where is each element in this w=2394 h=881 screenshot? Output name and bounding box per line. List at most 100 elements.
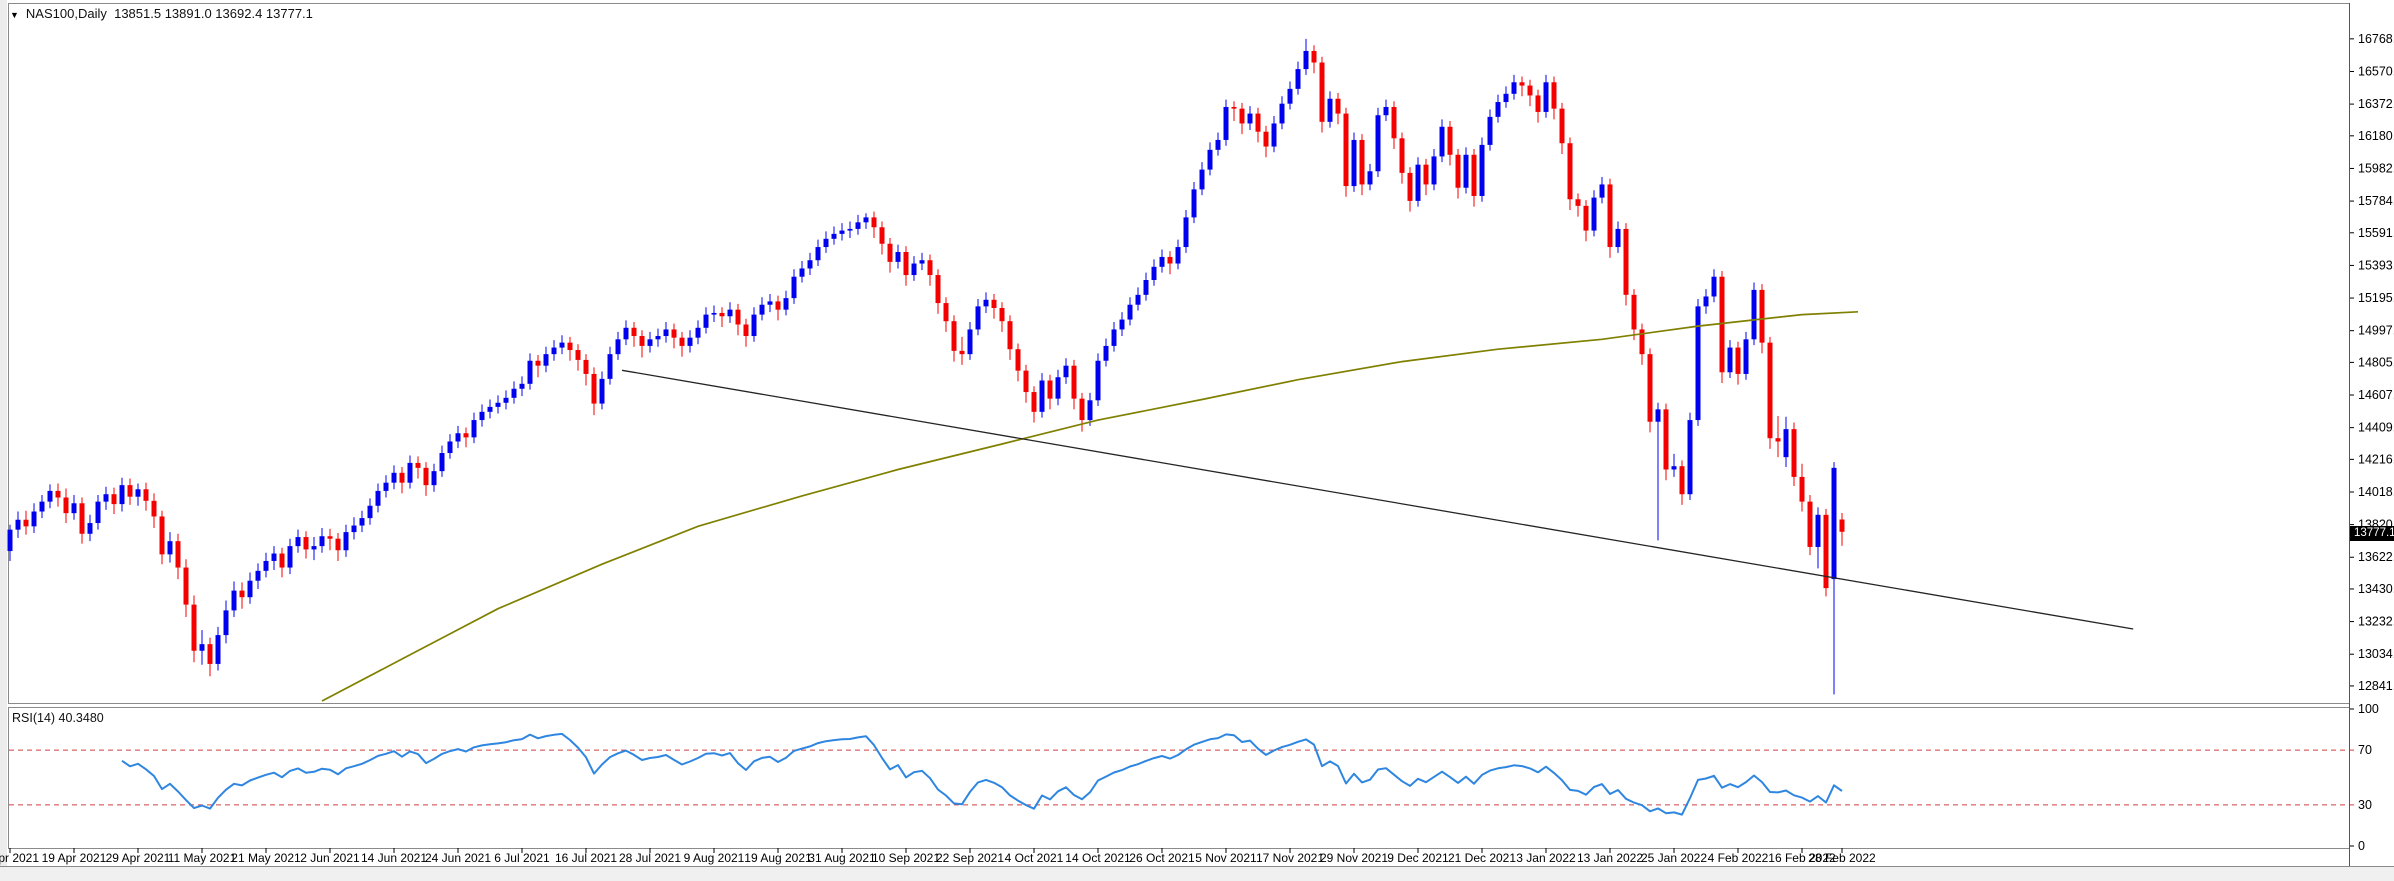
price-tick-label: 14805.0 bbox=[2358, 355, 2394, 369]
candle-bear bbox=[1823, 514, 1829, 589]
candle-bear bbox=[127, 485, 133, 497]
candle-bear bbox=[1471, 154, 1477, 196]
candle-bear bbox=[1047, 380, 1053, 399]
candle-bull bbox=[1215, 139, 1221, 150]
candle-bull bbox=[487, 406, 493, 412]
price-tick-label: 14997.5 bbox=[2358, 324, 2394, 338]
candle-bear bbox=[935, 275, 941, 304]
price-axis[interactable]: 16768.5 16570.5 16372.5 16180.0 15982.0 15784… bbox=[2349, 32, 2394, 693]
candle-bear bbox=[1031, 392, 1037, 412]
date-tick-label: 11 May 2021 bbox=[168, 851, 237, 865]
date-tick-label: 4 Oct 2021 bbox=[1005, 851, 1064, 865]
candle-bull bbox=[1279, 103, 1285, 124]
candle-bull bbox=[479, 411, 485, 421]
date-tick-label: 16 Jul 2021 bbox=[555, 851, 617, 865]
price-tick-label: 13622.5 bbox=[2358, 550, 2394, 564]
candle-bear bbox=[1551, 82, 1557, 109]
candle-bull bbox=[1127, 304, 1133, 320]
price-tick-label: 16180.0 bbox=[2358, 129, 2394, 143]
candle-bull bbox=[1439, 126, 1445, 157]
candle-bull bbox=[319, 536, 325, 547]
candle-bear bbox=[55, 490, 61, 498]
candle-bear bbox=[1663, 409, 1669, 470]
symbol-dropdown-icon[interactable]: ▼ bbox=[10, 10, 19, 20]
candle-bear bbox=[1719, 276, 1725, 373]
candle-bull bbox=[727, 309, 733, 317]
candle-bull bbox=[247, 580, 253, 598]
candle-bear bbox=[1079, 398, 1085, 421]
candle-bear bbox=[239, 590, 245, 598]
candle-bull bbox=[1039, 380, 1045, 412]
price-tick-label: 16372.5 bbox=[2358, 97, 2394, 111]
date-tick-label: 16 Feb 2022 bbox=[1768, 851, 1836, 865]
trendline[interactable] bbox=[621, 369, 2134, 630]
candle-bear bbox=[159, 516, 165, 555]
candle-bull bbox=[1695, 306, 1701, 421]
candle-bear bbox=[79, 503, 85, 534]
candle-bull bbox=[551, 347, 557, 355]
candle-bear bbox=[679, 337, 685, 346]
candle-bear bbox=[1407, 172, 1413, 201]
candle-bull bbox=[199, 644, 205, 651]
date-tick-label: 9 Aug 2021 bbox=[684, 851, 745, 865]
date-tick-label: 31 Aug 2021 bbox=[808, 851, 876, 865]
main-plot-area[interactable] bbox=[8, 3, 2349, 703]
date-tick-label: 21 May 2021 bbox=[231, 851, 301, 865]
candle-bear bbox=[1791, 429, 1797, 477]
candle-bull bbox=[407, 462, 413, 483]
candle-bear bbox=[879, 227, 885, 244]
candle-bear bbox=[1631, 294, 1637, 330]
candle-bear bbox=[743, 324, 749, 337]
candle-bull bbox=[807, 260, 813, 269]
date-tick-label: 19 Aug 2021 bbox=[744, 851, 812, 865]
candle-bear bbox=[1623, 228, 1629, 295]
price-tick-label: 15393.5 bbox=[2358, 258, 2394, 272]
candle-bear bbox=[1007, 321, 1013, 350]
candle-bull bbox=[615, 339, 621, 355]
rsi-plot-area[interactable] bbox=[8, 707, 2349, 848]
candle-bear bbox=[1319, 62, 1325, 122]
candle-bull bbox=[655, 336, 661, 340]
candle-bull bbox=[895, 251, 901, 262]
candle-bear bbox=[735, 309, 741, 325]
candle-bear bbox=[1343, 113, 1349, 187]
rsi-indicator: 100 70 30 0 bbox=[9, 702, 2379, 853]
candle-bull bbox=[1511, 82, 1517, 94]
candle-bear bbox=[423, 467, 429, 486]
candle-bull bbox=[559, 342, 565, 348]
candle-bull bbox=[799, 268, 805, 277]
candle-bear bbox=[279, 553, 285, 568]
candle-bull bbox=[343, 532, 349, 551]
price-tick-label: 16570.5 bbox=[2358, 64, 2394, 78]
candle-bull bbox=[527, 360, 533, 384]
candle-bear bbox=[1023, 370, 1029, 393]
candle-bull bbox=[1095, 360, 1101, 401]
candle-bull bbox=[1615, 228, 1621, 248]
candle-bull bbox=[1415, 164, 1421, 201]
candle-bull bbox=[823, 238, 829, 248]
candle-bull bbox=[1247, 113, 1253, 124]
candle-bear bbox=[775, 301, 781, 310]
candle-bull bbox=[1727, 347, 1733, 373]
candle-bear bbox=[1359, 139, 1365, 185]
candle-bull bbox=[455, 433, 461, 442]
candle-bull bbox=[1055, 377, 1061, 399]
date-tick-label: 13 Jan 2022 bbox=[1577, 851, 1643, 865]
candle-bull bbox=[783, 298, 789, 310]
candle-bear bbox=[1759, 289, 1765, 343]
candle-bear bbox=[1607, 184, 1613, 248]
rsi-line[interactable] bbox=[121, 732, 1843, 816]
candle-bear bbox=[1423, 164, 1429, 185]
moving-average-line[interactable] bbox=[321, 310, 1859, 702]
candle-bull bbox=[543, 354, 549, 366]
candle-bear bbox=[1535, 95, 1541, 112]
price-tick-label: 15195.5 bbox=[2358, 291, 2394, 305]
date-tick-label: 25 Jan 2022 bbox=[1641, 851, 1707, 865]
candle-bear bbox=[1807, 501, 1813, 547]
candle-bull bbox=[215, 635, 221, 664]
candle-bull bbox=[1327, 98, 1333, 122]
price-tick-label: 14607.0 bbox=[2358, 388, 2394, 402]
